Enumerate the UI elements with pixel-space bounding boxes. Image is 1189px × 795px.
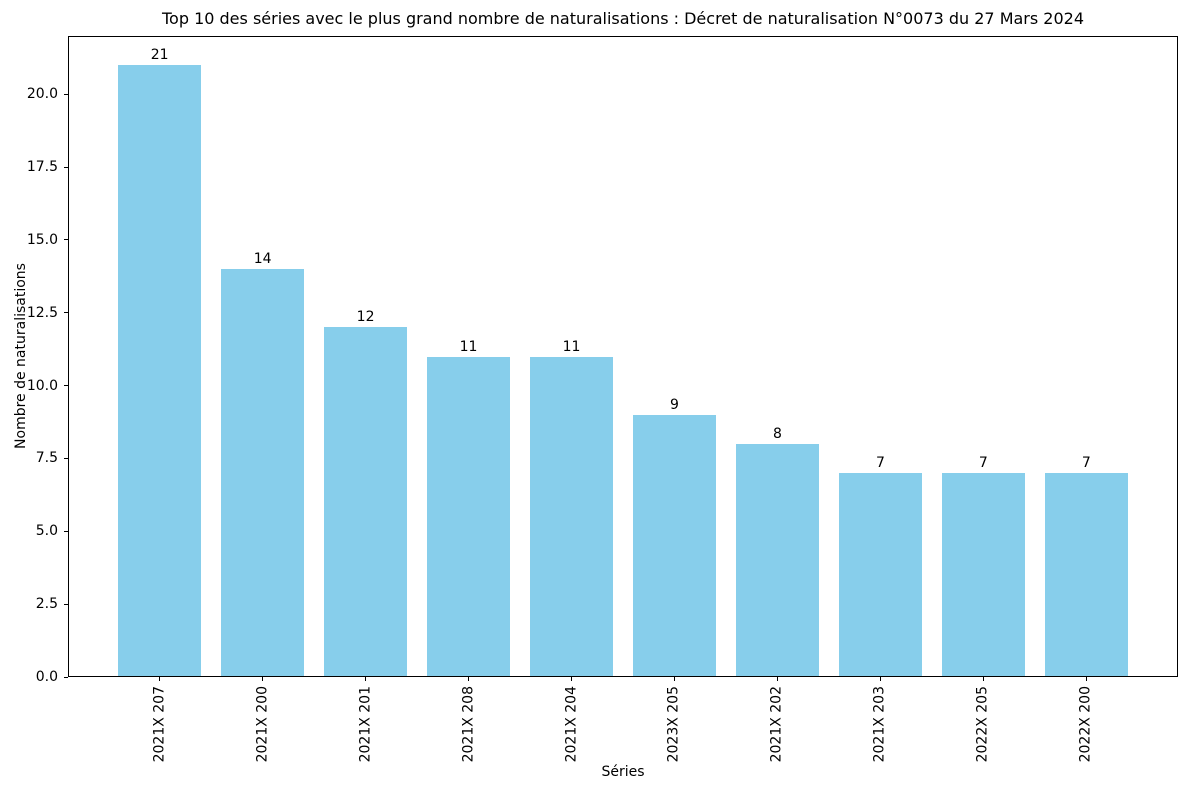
y-tick-mark [64, 530, 68, 532]
bar-value-label: 7 [875, 455, 885, 472]
x-tick-mark [776, 677, 778, 681]
x-tick-label: 2021X 208 [460, 686, 477, 763]
bar [427, 356, 510, 676]
bar-value-label: 12 [356, 309, 375, 326]
x-tick-label: 2021X 202 [768, 686, 785, 763]
x-tick-mark [365, 677, 367, 681]
bar-value-label: 11 [562, 338, 581, 355]
bar [633, 414, 716, 676]
x-tick-mark [1085, 677, 1087, 681]
bar-value-label: 7 [978, 455, 988, 472]
y-tick-label: 2.5 [35, 596, 58, 613]
x-tick-mark [468, 677, 470, 681]
bar [839, 473, 922, 676]
bar-value-label: 21 [150, 47, 169, 64]
bar [1045, 473, 1128, 676]
y-tick-mark [64, 385, 68, 387]
x-tick-mark [879, 677, 881, 681]
y-tick-label: 5.0 [35, 523, 58, 540]
bar [221, 269, 304, 676]
y-tick-label: 12.5 [26, 304, 58, 321]
chart-title: Top 10 des séries avec le plus grand nom… [161, 9, 1085, 28]
y-tick-mark [64, 166, 68, 168]
x-tick-mark [262, 677, 264, 681]
x-tick-mark [571, 677, 573, 681]
y-tick-mark [64, 676, 68, 678]
y-tick-label: 0.0 [35, 669, 58, 685]
bar [324, 327, 407, 676]
y-axis-label: Nombre de naturalisations [13, 263, 29, 449]
y-tick-mark [64, 239, 68, 241]
y-tick-mark [64, 312, 68, 314]
y-tick-label: 17.5 [26, 159, 58, 176]
y-tick-label: 15.0 [26, 231, 58, 248]
x-tick-label: 2021X 201 [357, 686, 374, 763]
bar [118, 65, 201, 676]
x-tick-label: 2023X 205 [665, 686, 682, 763]
y-tick-mark [64, 93, 68, 95]
x-tick-mark [159, 677, 161, 681]
x-tick-label: 2021X 207 [151, 686, 168, 763]
x-tick-label: 2022X 200 [1077, 686, 1094, 763]
bar [736, 443, 819, 676]
bar-value-label: 7 [1081, 455, 1091, 472]
y-tick-label: 10.0 [26, 377, 58, 394]
y-tick-mark [64, 603, 68, 605]
y-tick-label: 20.0 [26, 86, 58, 103]
bar-value-label: 11 [459, 338, 478, 355]
x-axis-label: Séries [601, 764, 645, 780]
x-tick-label: 2022X 205 [974, 686, 991, 763]
x-tick-label: 2021X 204 [563, 686, 580, 763]
bar-value-label: 8 [772, 425, 782, 442]
y-tick-label: 7.5 [35, 450, 58, 467]
bar-value-label: 14 [253, 251, 272, 268]
y-tick-mark [64, 457, 68, 459]
bar-value-label: 9 [670, 396, 679, 413]
bar [942, 473, 1025, 676]
x-tick-mark [982, 677, 984, 681]
x-tick-mark [673, 677, 675, 681]
x-tick-label: 2021X 200 [254, 686, 271, 763]
bar [530, 356, 613, 676]
x-tick-label: 2021X 203 [871, 686, 888, 763]
